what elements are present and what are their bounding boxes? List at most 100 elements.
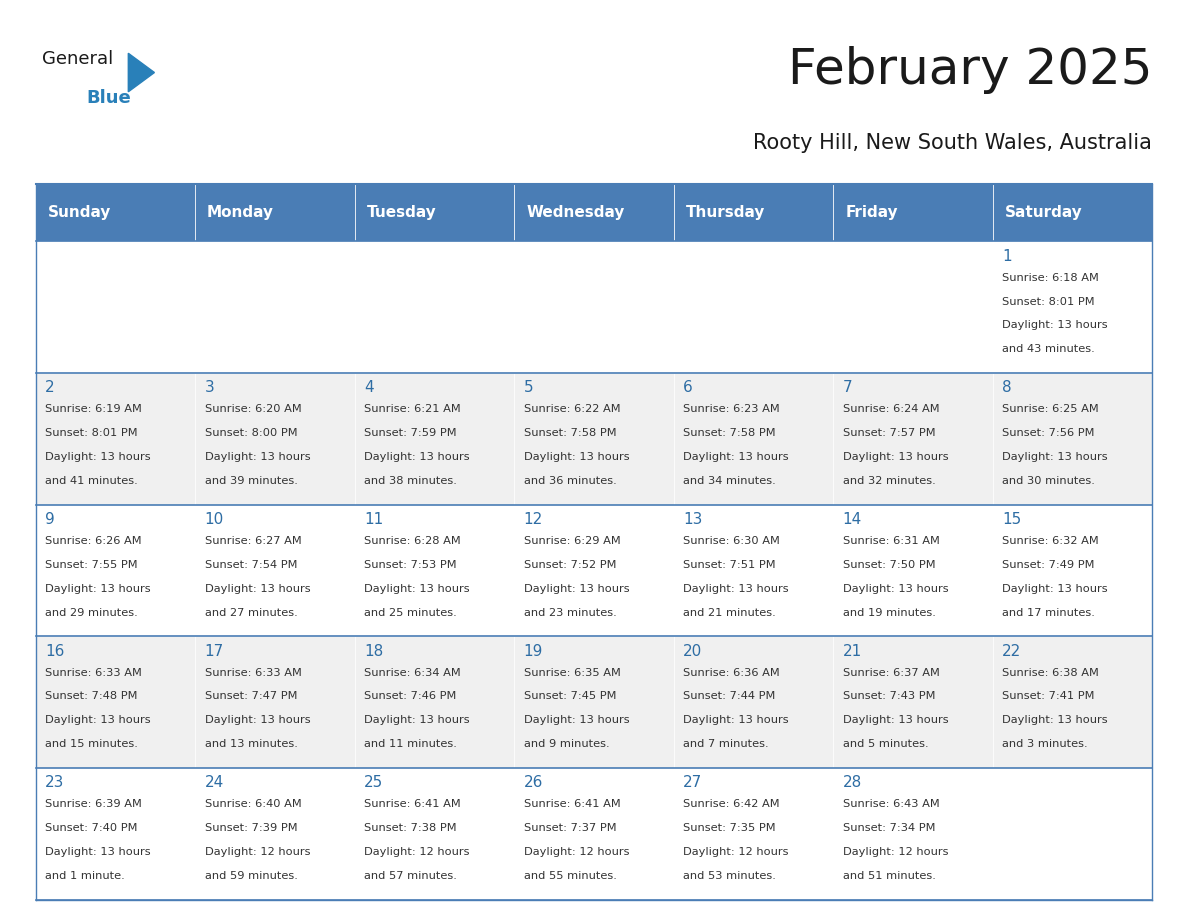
Bar xyxy=(355,636,514,768)
Bar xyxy=(514,636,674,768)
Text: 24: 24 xyxy=(204,776,223,790)
Bar xyxy=(195,636,355,768)
Text: Sunset: 7:38 PM: Sunset: 7:38 PM xyxy=(365,823,457,833)
Bar xyxy=(514,768,674,900)
Polygon shape xyxy=(128,53,154,92)
Bar xyxy=(993,241,1152,373)
Text: and 17 minutes.: and 17 minutes. xyxy=(1003,608,1095,618)
Bar xyxy=(355,505,514,636)
Text: Sunset: 7:47 PM: Sunset: 7:47 PM xyxy=(204,691,297,701)
Text: Daylight: 13 hours: Daylight: 13 hours xyxy=(45,715,151,725)
Text: 12: 12 xyxy=(524,512,543,527)
Bar xyxy=(36,241,195,373)
Text: Daylight: 13 hours: Daylight: 13 hours xyxy=(365,452,469,462)
Text: Daylight: 13 hours: Daylight: 13 hours xyxy=(842,584,948,594)
Text: Sunrise: 6:19 AM: Sunrise: 6:19 AM xyxy=(45,404,143,414)
Text: 18: 18 xyxy=(365,644,384,659)
Text: and 51 minutes.: and 51 minutes. xyxy=(842,871,936,880)
Text: Daylight: 12 hours: Daylight: 12 hours xyxy=(524,847,630,856)
Text: Sunset: 7:44 PM: Sunset: 7:44 PM xyxy=(683,691,776,701)
Text: Sunrise: 6:26 AM: Sunrise: 6:26 AM xyxy=(45,536,141,546)
Text: and 57 minutes.: and 57 minutes. xyxy=(365,871,457,880)
Text: Sunset: 7:49 PM: Sunset: 7:49 PM xyxy=(1003,560,1095,570)
Text: Sunrise: 6:32 AM: Sunrise: 6:32 AM xyxy=(1003,536,1099,546)
Text: and 1 minute.: and 1 minute. xyxy=(45,871,125,880)
Bar xyxy=(833,184,993,241)
Text: and 5 minutes.: and 5 minutes. xyxy=(842,739,929,749)
Bar xyxy=(355,768,514,900)
Text: Sunset: 7:58 PM: Sunset: 7:58 PM xyxy=(683,428,776,438)
Text: Daylight: 13 hours: Daylight: 13 hours xyxy=(45,452,151,462)
Bar xyxy=(514,373,674,505)
Text: Sunset: 7:53 PM: Sunset: 7:53 PM xyxy=(365,560,457,570)
Text: Sunset: 7:41 PM: Sunset: 7:41 PM xyxy=(1003,691,1095,701)
Text: Sunset: 7:59 PM: Sunset: 7:59 PM xyxy=(365,428,457,438)
Text: 16: 16 xyxy=(45,644,64,659)
Text: Sunset: 7:52 PM: Sunset: 7:52 PM xyxy=(524,560,617,570)
Text: Sunrise: 6:23 AM: Sunrise: 6:23 AM xyxy=(683,404,781,414)
Text: 27: 27 xyxy=(683,776,702,790)
Text: Sunrise: 6:29 AM: Sunrise: 6:29 AM xyxy=(524,536,620,546)
Bar xyxy=(993,184,1152,241)
Text: Sunrise: 6:43 AM: Sunrise: 6:43 AM xyxy=(842,800,940,809)
Text: Thursday: Thursday xyxy=(685,205,765,220)
Text: Sunset: 7:43 PM: Sunset: 7:43 PM xyxy=(842,691,935,701)
Bar xyxy=(674,184,833,241)
Text: and 41 minutes.: and 41 minutes. xyxy=(45,476,138,486)
Bar xyxy=(36,373,195,505)
Bar xyxy=(355,373,514,505)
Bar xyxy=(514,184,674,241)
Text: and 53 minutes.: and 53 minutes. xyxy=(683,871,776,880)
Text: Sunset: 7:54 PM: Sunset: 7:54 PM xyxy=(204,560,297,570)
Text: and 43 minutes.: and 43 minutes. xyxy=(1003,344,1095,354)
Text: Daylight: 12 hours: Daylight: 12 hours xyxy=(365,847,469,856)
Text: and 19 minutes.: and 19 minutes. xyxy=(842,608,936,618)
Text: Sunrise: 6:38 AM: Sunrise: 6:38 AM xyxy=(1003,667,1099,677)
Text: Sunset: 7:37 PM: Sunset: 7:37 PM xyxy=(524,823,617,833)
Text: Sunset: 8:01 PM: Sunset: 8:01 PM xyxy=(45,428,138,438)
Text: Sunset: 7:50 PM: Sunset: 7:50 PM xyxy=(842,560,935,570)
Text: Sunrise: 6:21 AM: Sunrise: 6:21 AM xyxy=(365,404,461,414)
Bar xyxy=(36,505,195,636)
Text: and 13 minutes.: and 13 minutes. xyxy=(204,739,297,749)
Text: Sunset: 7:48 PM: Sunset: 7:48 PM xyxy=(45,691,138,701)
Text: Sunset: 7:39 PM: Sunset: 7:39 PM xyxy=(204,823,297,833)
Text: and 30 minutes.: and 30 minutes. xyxy=(1003,476,1095,486)
Bar xyxy=(993,636,1152,768)
Text: and 39 minutes.: and 39 minutes. xyxy=(204,476,297,486)
Text: and 11 minutes.: and 11 minutes. xyxy=(365,739,457,749)
Bar xyxy=(833,505,993,636)
Text: Daylight: 13 hours: Daylight: 13 hours xyxy=(524,452,630,462)
Text: Daylight: 13 hours: Daylight: 13 hours xyxy=(365,584,469,594)
Text: and 34 minutes.: and 34 minutes. xyxy=(683,476,776,486)
Text: 9: 9 xyxy=(45,512,55,527)
Text: General: General xyxy=(42,50,113,69)
Text: Sunset: 7:35 PM: Sunset: 7:35 PM xyxy=(683,823,776,833)
Bar xyxy=(674,636,833,768)
Text: 1: 1 xyxy=(1003,249,1012,263)
Text: Sunset: 8:01 PM: Sunset: 8:01 PM xyxy=(1003,297,1095,307)
Text: Daylight: 13 hours: Daylight: 13 hours xyxy=(683,584,789,594)
Text: Sunrise: 6:41 AM: Sunrise: 6:41 AM xyxy=(524,800,620,809)
Text: Sunrise: 6:20 AM: Sunrise: 6:20 AM xyxy=(204,404,302,414)
Text: Monday: Monday xyxy=(207,205,274,220)
Text: Sunrise: 6:24 AM: Sunrise: 6:24 AM xyxy=(842,404,940,414)
Text: and 3 minutes.: and 3 minutes. xyxy=(1003,739,1088,749)
Text: Sunset: 8:00 PM: Sunset: 8:00 PM xyxy=(204,428,297,438)
Text: Daylight: 13 hours: Daylight: 13 hours xyxy=(1003,452,1108,462)
Text: 2: 2 xyxy=(45,380,55,396)
Text: 17: 17 xyxy=(204,644,223,659)
Text: Daylight: 13 hours: Daylight: 13 hours xyxy=(683,715,789,725)
Bar xyxy=(195,184,355,241)
Text: Sunrise: 6:39 AM: Sunrise: 6:39 AM xyxy=(45,800,143,809)
Bar xyxy=(993,505,1152,636)
Text: Saturday: Saturday xyxy=(1005,205,1082,220)
Bar xyxy=(195,768,355,900)
Text: Sunset: 7:40 PM: Sunset: 7:40 PM xyxy=(45,823,138,833)
Text: Daylight: 12 hours: Daylight: 12 hours xyxy=(204,847,310,856)
Text: and 29 minutes.: and 29 minutes. xyxy=(45,608,138,618)
Bar xyxy=(674,373,833,505)
Text: Daylight: 13 hours: Daylight: 13 hours xyxy=(1003,584,1108,594)
Text: Sunrise: 6:25 AM: Sunrise: 6:25 AM xyxy=(1003,404,1099,414)
Text: Daylight: 13 hours: Daylight: 13 hours xyxy=(524,715,630,725)
